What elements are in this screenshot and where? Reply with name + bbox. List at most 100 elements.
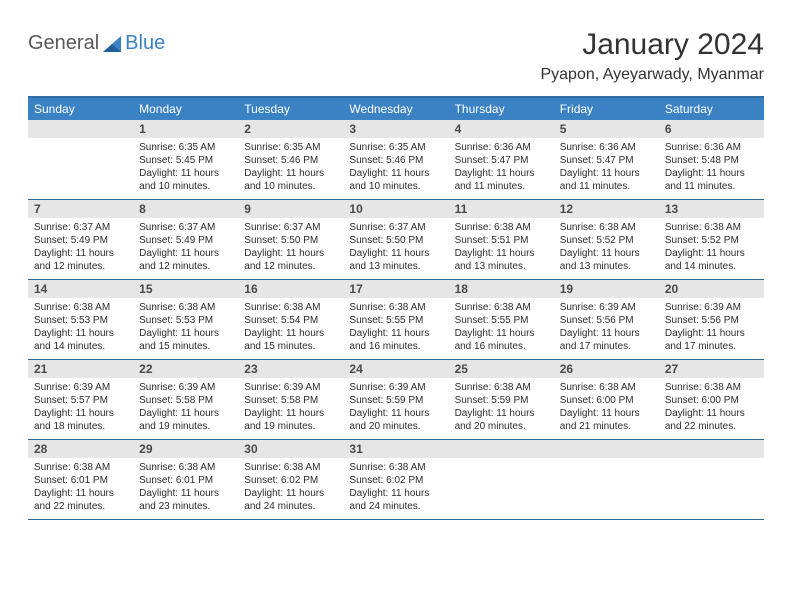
- week-row: 21Sunrise: 6:39 AMSunset: 5:57 PMDayligh…: [28, 360, 764, 440]
- day-cell: [554, 440, 659, 519]
- day-number: 18: [449, 280, 554, 298]
- day-cell: 31Sunrise: 6:38 AMSunset: 6:02 PMDayligh…: [343, 440, 448, 519]
- day-line: Sunrise: 6:38 AM: [34, 301, 127, 314]
- day-line: Sunset: 5:45 PM: [139, 154, 232, 167]
- day-number: 24: [343, 360, 448, 378]
- day-line: Sunset: 6:00 PM: [560, 394, 653, 407]
- day-line: Daylight: 11 hours and 24 minutes.: [349, 487, 442, 513]
- day-body: Sunrise: 6:37 AMSunset: 5:49 PMDaylight:…: [28, 218, 133, 279]
- weekday-mon: Monday: [133, 98, 238, 120]
- day-line: Sunset: 6:02 PM: [244, 474, 337, 487]
- day-cell: 18Sunrise: 6:38 AMSunset: 5:55 PMDayligh…: [449, 280, 554, 359]
- day-line: Daylight: 11 hours and 11 minutes.: [560, 167, 653, 193]
- day-cell: 19Sunrise: 6:39 AMSunset: 5:56 PMDayligh…: [554, 280, 659, 359]
- day-line: Daylight: 11 hours and 15 minutes.: [139, 327, 232, 353]
- day-line: Daylight: 11 hours and 11 minutes.: [665, 167, 758, 193]
- day-body: Sunrise: 6:39 AMSunset: 5:58 PMDaylight:…: [238, 378, 343, 439]
- day-cell: 24Sunrise: 6:39 AMSunset: 5:59 PMDayligh…: [343, 360, 448, 439]
- day-line: Sunset: 5:46 PM: [244, 154, 337, 167]
- day-body: Sunrise: 6:38 AMSunset: 5:55 PMDaylight:…: [343, 298, 448, 359]
- day-line: Sunset: 5:54 PM: [244, 314, 337, 327]
- day-line: Sunset: 6:00 PM: [665, 394, 758, 407]
- day-line: Sunrise: 6:37 AM: [349, 221, 442, 234]
- day-body: Sunrise: 6:39 AMSunset: 5:59 PMDaylight:…: [343, 378, 448, 439]
- day-body: Sunrise: 6:36 AMSunset: 5:47 PMDaylight:…: [554, 138, 659, 199]
- day-line: Daylight: 11 hours and 10 minutes.: [139, 167, 232, 193]
- day-cell: 5Sunrise: 6:36 AMSunset: 5:47 PMDaylight…: [554, 120, 659, 199]
- day-number: 22: [133, 360, 238, 378]
- weekday-fri: Friday: [554, 98, 659, 120]
- day-cell: 10Sunrise: 6:37 AMSunset: 5:50 PMDayligh…: [343, 200, 448, 279]
- day-line: Sunset: 5:47 PM: [455, 154, 548, 167]
- day-line: Sunset: 5:53 PM: [139, 314, 232, 327]
- day-number: 23: [238, 360, 343, 378]
- day-cell: 4Sunrise: 6:36 AMSunset: 5:47 PMDaylight…: [449, 120, 554, 199]
- day-line: Sunrise: 6:38 AM: [349, 301, 442, 314]
- day-line: Daylight: 11 hours and 11 minutes.: [455, 167, 548, 193]
- week-row: 1Sunrise: 6:35 AMSunset: 5:45 PMDaylight…: [28, 120, 764, 200]
- day-line: Daylight: 11 hours and 14 minutes.: [665, 247, 758, 273]
- day-cell: 30Sunrise: 6:38 AMSunset: 6:02 PMDayligh…: [238, 440, 343, 519]
- day-line: Sunrise: 6:38 AM: [244, 301, 337, 314]
- day-line: Daylight: 11 hours and 22 minutes.: [34, 487, 127, 513]
- day-body: Sunrise: 6:35 AMSunset: 5:46 PMDaylight:…: [238, 138, 343, 199]
- day-line: Daylight: 11 hours and 12 minutes.: [244, 247, 337, 273]
- weekday-thu: Thursday: [449, 98, 554, 120]
- calendar-body: 1Sunrise: 6:35 AMSunset: 5:45 PMDaylight…: [28, 120, 764, 520]
- week-row: 28Sunrise: 6:38 AMSunset: 6:01 PMDayligh…: [28, 440, 764, 520]
- day-cell: 25Sunrise: 6:38 AMSunset: 5:59 PMDayligh…: [449, 360, 554, 439]
- day-line: Sunset: 5:56 PM: [560, 314, 653, 327]
- day-line: Sunrise: 6:36 AM: [560, 141, 653, 154]
- header: General Blue January 2024 Pyapon, Ayeyar…: [28, 28, 764, 84]
- day-line: Sunrise: 6:36 AM: [665, 141, 758, 154]
- day-line: Sunrise: 6:35 AM: [349, 141, 442, 154]
- day-body: Sunrise: 6:38 AMSunset: 6:01 PMDaylight:…: [28, 458, 133, 519]
- day-number: 4: [449, 120, 554, 138]
- day-body: Sunrise: 6:38 AMSunset: 6:00 PMDaylight:…: [659, 378, 764, 439]
- day-body: [28, 138, 133, 192]
- day-line: Daylight: 11 hours and 17 minutes.: [665, 327, 758, 353]
- day-number: 6: [659, 120, 764, 138]
- day-cell: 28Sunrise: 6:38 AMSunset: 6:01 PMDayligh…: [28, 440, 133, 519]
- day-line: Sunrise: 6:37 AM: [34, 221, 127, 234]
- day-line: Sunrise: 6:38 AM: [455, 301, 548, 314]
- day-cell: 16Sunrise: 6:38 AMSunset: 5:54 PMDayligh…: [238, 280, 343, 359]
- day-line: Sunrise: 6:38 AM: [560, 381, 653, 394]
- day-number: 27: [659, 360, 764, 378]
- day-line: Sunrise: 6:38 AM: [665, 221, 758, 234]
- weekday-sun: Sunday: [28, 98, 133, 120]
- day-cell: 11Sunrise: 6:38 AMSunset: 5:51 PMDayligh…: [449, 200, 554, 279]
- day-line: Sunrise: 6:37 AM: [244, 221, 337, 234]
- day-cell: 6Sunrise: 6:36 AMSunset: 5:48 PMDaylight…: [659, 120, 764, 199]
- day-line: Sunset: 5:57 PM: [34, 394, 127, 407]
- day-line: Daylight: 11 hours and 15 minutes.: [244, 327, 337, 353]
- day-cell: 26Sunrise: 6:38 AMSunset: 6:00 PMDayligh…: [554, 360, 659, 439]
- day-cell: 15Sunrise: 6:38 AMSunset: 5:53 PMDayligh…: [133, 280, 238, 359]
- day-cell: 1Sunrise: 6:35 AMSunset: 5:45 PMDaylight…: [133, 120, 238, 199]
- day-line: Sunrise: 6:39 AM: [665, 301, 758, 314]
- day-cell: [449, 440, 554, 519]
- day-line: Sunrise: 6:38 AM: [244, 461, 337, 474]
- day-number: 11: [449, 200, 554, 218]
- day-cell: 20Sunrise: 6:39 AMSunset: 5:56 PMDayligh…: [659, 280, 764, 359]
- day-line: Sunrise: 6:37 AM: [139, 221, 232, 234]
- day-cell: 9Sunrise: 6:37 AMSunset: 5:50 PMDaylight…: [238, 200, 343, 279]
- day-body: Sunrise: 6:36 AMSunset: 5:47 PMDaylight:…: [449, 138, 554, 199]
- day-line: Daylight: 11 hours and 22 minutes.: [665, 407, 758, 433]
- day-number: [659, 440, 764, 458]
- day-number: 3: [343, 120, 448, 138]
- day-line: Daylight: 11 hours and 16 minutes.: [455, 327, 548, 353]
- day-body: Sunrise: 6:37 AMSunset: 5:50 PMDaylight:…: [343, 218, 448, 279]
- day-line: Daylight: 11 hours and 19 minutes.: [244, 407, 337, 433]
- day-line: Sunset: 5:47 PM: [560, 154, 653, 167]
- day-body: Sunrise: 6:38 AMSunset: 6:02 PMDaylight:…: [343, 458, 448, 519]
- day-body: Sunrise: 6:38 AMSunset: 5:51 PMDaylight:…: [449, 218, 554, 279]
- day-body: Sunrise: 6:35 AMSunset: 5:46 PMDaylight:…: [343, 138, 448, 199]
- location: Pyapon, Ayeyarwady, Myanmar: [540, 66, 764, 84]
- day-line: Sunset: 5:46 PM: [349, 154, 442, 167]
- day-number: 7: [28, 200, 133, 218]
- day-line: Sunset: 5:50 PM: [349, 234, 442, 247]
- day-body: Sunrise: 6:39 AMSunset: 5:56 PMDaylight:…: [554, 298, 659, 359]
- day-line: Sunrise: 6:38 AM: [34, 461, 127, 474]
- day-body: Sunrise: 6:37 AMSunset: 5:50 PMDaylight:…: [238, 218, 343, 279]
